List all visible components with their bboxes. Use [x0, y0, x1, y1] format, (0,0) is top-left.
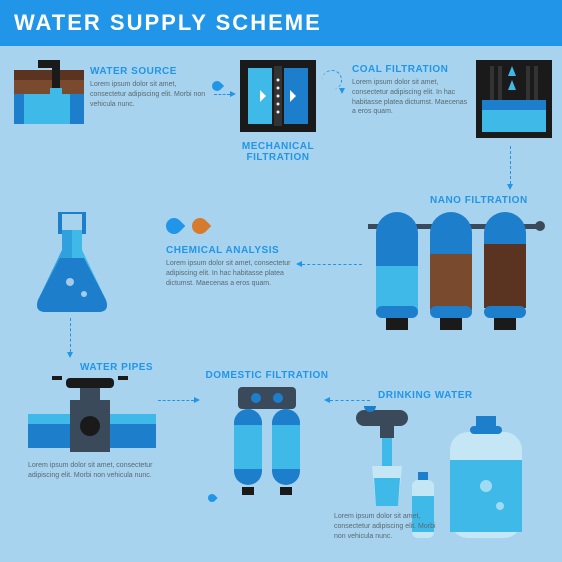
- mechanical-filtration-icon: [240, 60, 316, 132]
- domestic-filtration-label: DOMESTIC FILTRATION: [204, 370, 330, 381]
- coal-filtration-icon: [476, 60, 552, 138]
- water-source-icon: [14, 60, 84, 132]
- nano-filtration-label: NANO FILTRATION: [430, 195, 528, 206]
- domestic-filtration-icon: [222, 387, 312, 507]
- chemical-analysis-label: CHEMICAL ANALYSIS: [166, 245, 296, 256]
- step-mechanical-filtration: MECHANICAL FILTRATION: [240, 60, 316, 166]
- mechanical-filtration-label: MECHANICAL FILTRATION: [240, 141, 316, 163]
- coal-filtration-desc: Lorem ipsum dolor sit amet, consectetur …: [352, 78, 468, 117]
- title: WATER SUPPLY SCHEME: [14, 10, 322, 36]
- drinking-water-desc: Lorem ipsum dolor sit amet, consectetur …: [334, 512, 444, 541]
- drop-icon: [212, 78, 222, 96]
- water-pipes-icon: [28, 376, 156, 452]
- water-pipes-label: WATER PIPES: [80, 362, 168, 373]
- nano-filtration-icon: [368, 212, 548, 336]
- drop-icon: [208, 489, 216, 507]
- header: WATER SUPPLY SCHEME: [0, 0, 562, 46]
- coal-filtration-label: COAL FILTRATION: [352, 64, 468, 75]
- chemical-analysis-desc: Lorem ipsum dolor sit amet, consectetur …: [166, 259, 296, 288]
- brown-drop-icon: [192, 221, 208, 238]
- step-chemical-analysis: CHEMICAL ANALYSIS Lorem ipsum dolor sit …: [166, 218, 296, 288]
- step-domestic-filtration: DOMESTIC FILTRATION: [204, 370, 330, 507]
- water-pipes-desc: Lorem ipsum dolor sit amet, consectetur …: [28, 461, 168, 481]
- infographic-canvas: WATER SUPPLY SCHEME WATER SOURCE Lorem i…: [0, 0, 562, 562]
- drinking-water-label: DRINKING WATER: [378, 390, 473, 401]
- blue-drop-icon: [166, 221, 182, 238]
- step-coal-filtration: COAL FILTRATION Lorem ipsum dolor sit am…: [352, 60, 552, 138]
- step-water-pipes: WATER PIPES Lorem ipsum dolor sit amet, …: [28, 362, 168, 481]
- step-water-source: WATER SOURCE Lorem ipsum dolor sit amet,…: [14, 60, 214, 132]
- flask-icon: [30, 212, 114, 316]
- arrow-curve-icon: [322, 70, 342, 90]
